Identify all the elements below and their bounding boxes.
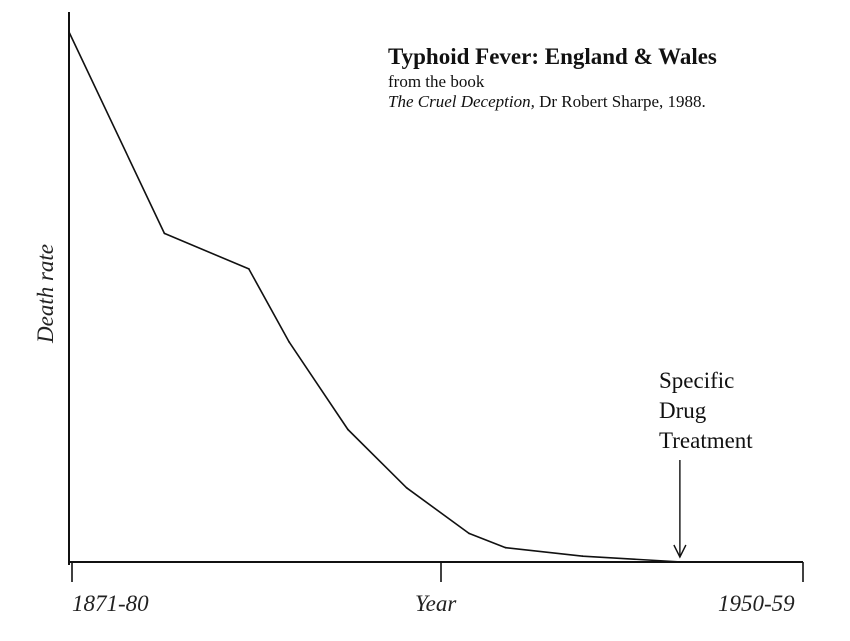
data-point-7 — [504, 546, 507, 549]
series-group — [68, 31, 683, 563]
data-point-0 — [68, 31, 70, 33]
data-point-6 — [468, 532, 470, 535]
series-line-0 — [68, 31, 682, 563]
x-ticks — [71, 562, 804, 582]
annotation-line-2: Drug — [659, 397, 707, 423]
y-axis-label: Death rate — [33, 244, 58, 344]
data-point-2 — [247, 268, 250, 270]
arrow-head — [673, 544, 687, 559]
subtitle-line1: from the book — [388, 72, 485, 92]
title-block: Typhoid Fever: England & Wales from the … — [388, 44, 717, 112]
annotation-text: Specific Drug Treatment — [659, 366, 753, 456]
annotation-line-1: Specific — [659, 368, 735, 393]
data-point-8 — [581, 555, 584, 558]
data-point-3 — [288, 341, 291, 343]
data-point-4 — [347, 428, 349, 431]
book-author: Dr Robert Sharpe, 1988. — [539, 91, 706, 111]
data-point-5 — [405, 486, 408, 489]
annotation-arrow — [673, 460, 687, 559]
chart-title: Typhoid Fever: England & Wales — [388, 44, 717, 69]
annotation-line-3: Treatment — [659, 427, 753, 453]
x-axis-label: Year — [415, 591, 457, 616]
subtitle-line2: The Cruel Deception, Dr Robert Sharpe, 1… — [388, 92, 717, 112]
x-tick-label-end: 1950-59 — [718, 591, 795, 616]
data-point-1 — [163, 232, 166, 235]
book-title: The Cruel Deception, — [388, 91, 535, 111]
x-tick-label-start: 1871-80 — [72, 591, 149, 616]
data-point-9 — [680, 561, 683, 563]
